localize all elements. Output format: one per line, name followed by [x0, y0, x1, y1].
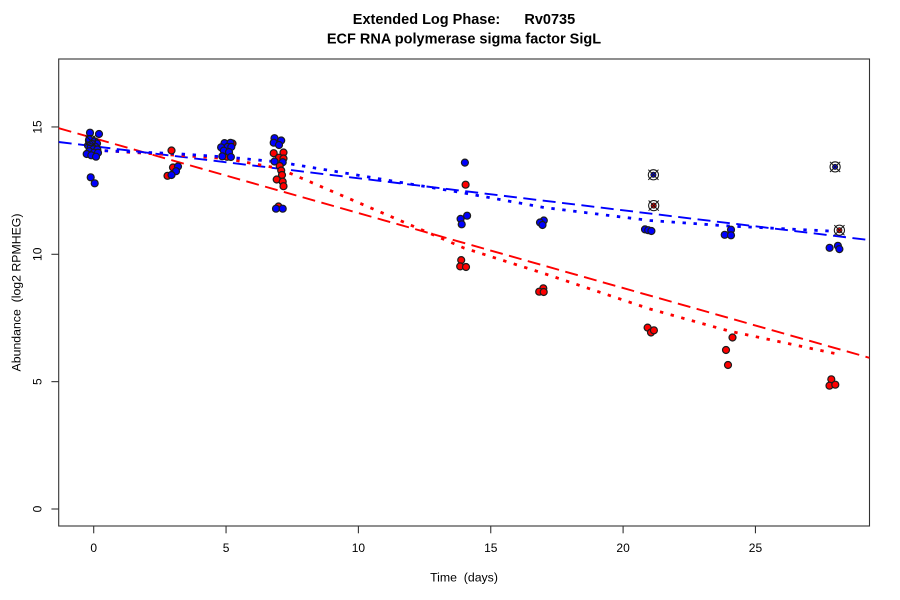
svg-text:Time (days): Time (days) — [430, 571, 498, 585]
svg-text:0: 0 — [31, 505, 45, 512]
svg-text:10: 10 — [352, 541, 366, 555]
svg-text:20: 20 — [616, 541, 630, 555]
svg-text:15: 15 — [31, 120, 45, 134]
svg-text:Extended Log Phase: Rv073: Extended Log Phase: Rv0735 — [353, 12, 575, 28]
svg-text:5: 5 — [31, 378, 45, 385]
svg-text:ECF RNA polymerase sigma facto: ECF RNA polymerase sigma factor SigL — [327, 32, 601, 48]
svg-text:15: 15 — [484, 541, 498, 555]
svg-text:10: 10 — [31, 247, 45, 261]
svg-text:5: 5 — [223, 541, 230, 555]
svg-text:0: 0 — [90, 541, 97, 555]
svg-text:25: 25 — [749, 541, 763, 555]
svg-text:Abundance (log2 RPMHEG): Abundance (log2 RPMHEG) — [10, 214, 24, 372]
